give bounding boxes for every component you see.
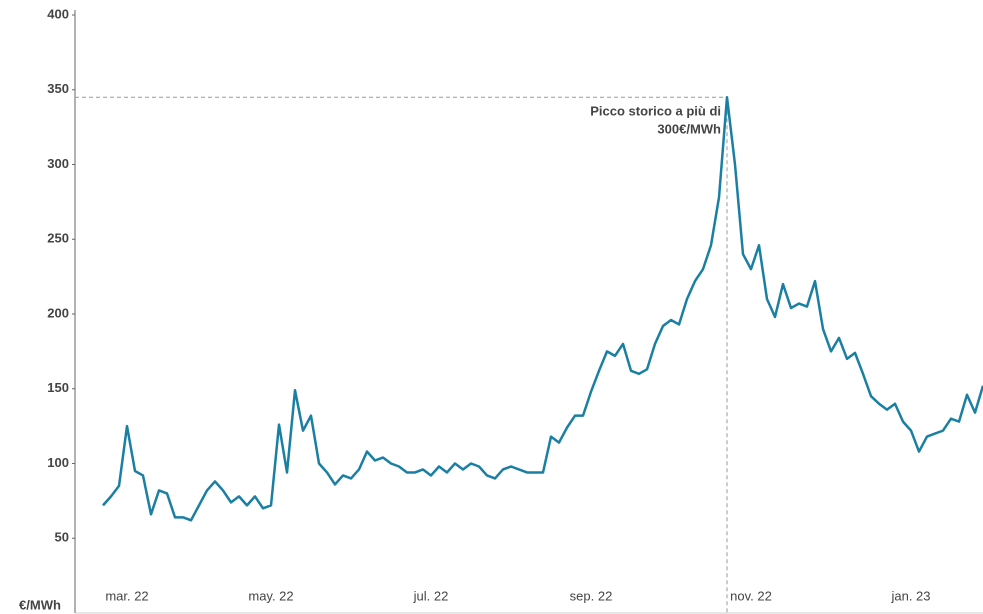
y-tick-label: 250 bbox=[47, 231, 69, 246]
x-tick-label: sep. 22 bbox=[570, 588, 613, 603]
annotation: 300€/MWh bbox=[657, 122, 721, 137]
y-tick-label: 100 bbox=[47, 455, 69, 470]
y-axis-label: €/MWh bbox=[19, 597, 61, 612]
annotation: Picco storico a più di bbox=[590, 104, 721, 119]
x-tick-label: jul. 22 bbox=[413, 588, 449, 603]
x-tick-label: jan. 23 bbox=[890, 588, 930, 603]
x-tick-label: mar. 22 bbox=[105, 588, 148, 603]
y-tick-label: 50 bbox=[55, 530, 69, 545]
x-tick-label: nov. 22 bbox=[730, 588, 772, 603]
y-tick-label: 150 bbox=[47, 380, 69, 395]
line bbox=[102, 95, 983, 522]
x-tick-label: may. 22 bbox=[248, 588, 293, 603]
y-tick-label: 200 bbox=[47, 305, 69, 320]
y-tick-label: 400 bbox=[47, 6, 69, 21]
y-tick-label: 350 bbox=[47, 81, 69, 96]
y-tick-label: 300 bbox=[47, 156, 69, 171]
